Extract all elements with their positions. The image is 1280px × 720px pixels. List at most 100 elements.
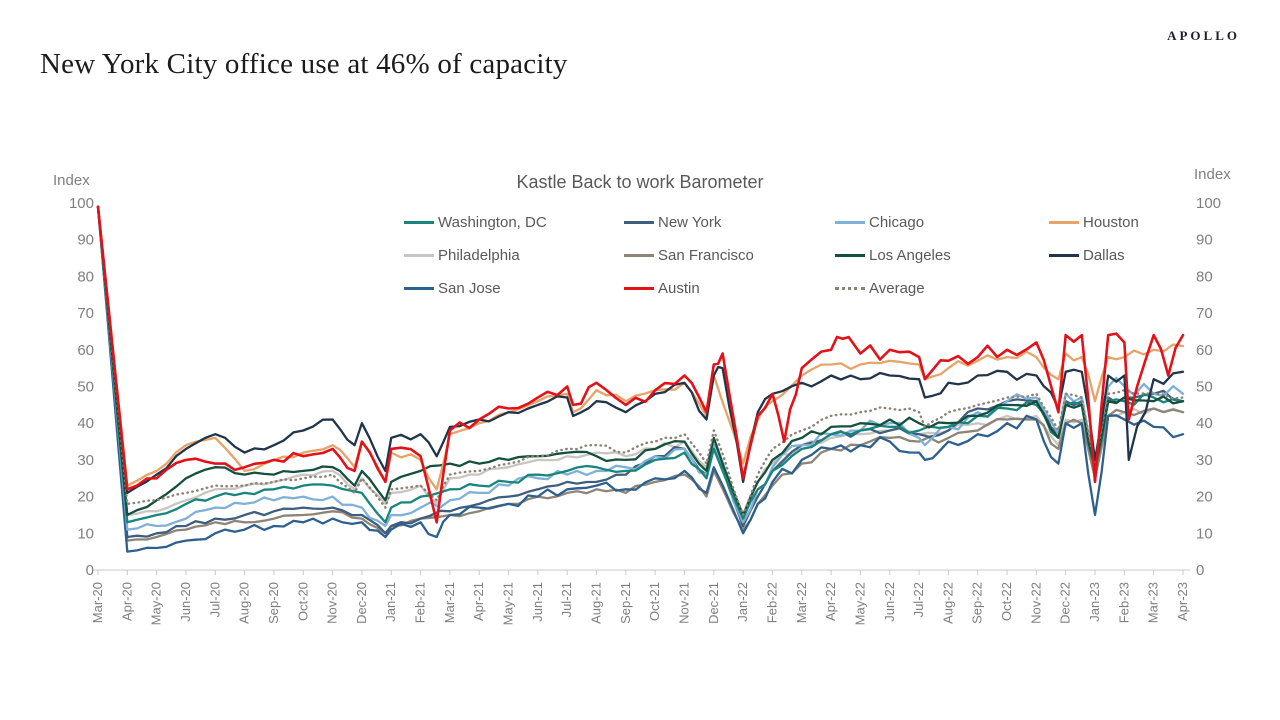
legend-item-dallas: Dallas (1049, 247, 1209, 264)
x-tick-label: Aug-22 (940, 582, 955, 624)
legend-swatch-new-york (624, 221, 654, 224)
y-tick-label-left: 10 (77, 525, 94, 542)
series-lines (96, 205, 1185, 553)
x-tick-label: Apr-22 (823, 582, 838, 621)
y-tick-label-left: 50 (77, 379, 94, 396)
legend-label-houston: Houston (1083, 214, 1139, 231)
x-tick-label: Jan-21 (383, 582, 398, 622)
x-tick-label: Jun-21 (530, 582, 545, 622)
legend-item-austin: Austin (624, 280, 835, 297)
legend-item-houston: Houston (1049, 214, 1209, 231)
y-axis: 0 0 10 10 20 20 30 30 40 40 50 50 60 60 70 70 80 80 90 90 10… (69, 195, 1221, 579)
page-title: New York City office use at 46% of capac… (40, 48, 568, 80)
legend-item-chicago: Chicago (835, 214, 1049, 231)
y-tick-label-left: 0 (86, 562, 94, 579)
y-tick-label-left: 70 (77, 305, 94, 322)
x-tick-label: Feb-23 (1116, 582, 1131, 623)
series-line-los-angeles (96, 205, 1185, 517)
legend-label-austin: Austin (658, 280, 700, 297)
x-tick-label: Oct-21 (647, 582, 662, 621)
legend-label-new-york: New York (658, 214, 722, 231)
legend-swatch-san-francisco (624, 254, 654, 257)
x-tick-label: Dec-21 (706, 582, 721, 624)
legend-swatch-austin (624, 287, 654, 290)
x-tick-label: Apr-21 (471, 582, 486, 621)
y-tick-label-left: 20 (77, 489, 94, 506)
legend-item-new-york: New York (624, 214, 835, 231)
y-tick-label-left: 80 (77, 268, 94, 285)
series-line-philadelphia (96, 205, 1185, 520)
x-tick-label: Jun-20 (178, 582, 193, 622)
y-tick-label-right: 70 (1196, 305, 1213, 322)
series-line-dallas (96, 205, 1185, 495)
x-tick-label: Jan-23 (1087, 582, 1102, 622)
legend-swatch-dallas (1049, 254, 1079, 257)
x-tick-label: Apr-20 (119, 582, 134, 621)
x-tick-label: Jan-22 (735, 582, 750, 622)
x-tick-label: Oct-20 (295, 582, 310, 621)
legend-swatch-average (835, 287, 865, 290)
y-tick-label-left: 30 (77, 452, 94, 469)
chart-legend: Washington, DC New York Chicago Houston Phil… (404, 214, 1209, 297)
chart-title: Kastle Back to work Barometer (516, 172, 764, 192)
y-tick-label-right: 40 (1196, 415, 1213, 432)
series-line-san-francisco (96, 205, 1185, 542)
y-tick-label-left: 60 (77, 342, 94, 359)
x-tick-label: Nov-21 (676, 582, 691, 624)
legend-label-san-jose: San Jose (438, 280, 501, 297)
series-line-washington-dc (96, 205, 1185, 524)
legend-item-los-angeles: Los Angeles (835, 247, 1049, 264)
x-tick-label: Jul-20 (207, 582, 222, 617)
y-tick-label-right: 0 (1196, 562, 1204, 579)
x-tick-label: Aug-21 (589, 582, 604, 624)
legend-label-washington-dc: Washington, DC (438, 214, 547, 231)
legend-swatch-houston (1049, 221, 1079, 224)
legend-item-philadelphia: Philadelphia (404, 247, 624, 264)
y-axis-unit-right: Index (1194, 166, 1231, 183)
legend-label-dallas: Dallas (1083, 247, 1125, 264)
series-line-new-york (96, 205, 1185, 539)
x-tick-label: Feb-21 (413, 582, 428, 623)
x-tick-label: Sep-20 (266, 582, 281, 624)
legend-swatch-philadelphia (404, 254, 434, 257)
legend-label-philadelphia: Philadelphia (438, 247, 520, 264)
x-tick-label: Dec-22 (1058, 582, 1073, 624)
y-tick-label-right: 10 (1196, 525, 1213, 542)
legend-item-average: Average (835, 280, 1049, 297)
y-axis-unit-left: Index (53, 172, 90, 189)
y-tick-label-right: 20 (1196, 489, 1213, 506)
x-tick-label: Sep-22 (970, 582, 985, 624)
series-line-san-jose (96, 205, 1185, 553)
x-tick-label: May-22 (852, 582, 867, 625)
x-tick-label: Apr-23 (1175, 582, 1190, 621)
x-tick-label: Oct-22 (999, 582, 1014, 621)
legend-item-washington-dc: Washington, DC (404, 214, 624, 231)
y-tick-label-right: 30 (1196, 452, 1213, 469)
x-tick-label: Dec-20 (354, 582, 369, 624)
legend-swatch-washington-dc (404, 221, 434, 224)
apollo-logo: APOLLO (1167, 28, 1240, 43)
series-line-houston (96, 205, 1185, 491)
x-tick-label: Mar-20 (90, 582, 105, 623)
y-tick-label-left: 90 (77, 232, 94, 249)
x-tick-label: Jun-22 (882, 582, 897, 622)
y-tick-label-right: 50 (1196, 379, 1213, 396)
legend-label-chicago: Chicago (869, 214, 925, 231)
x-tick-label: Mar-21 (442, 582, 457, 623)
x-tick-label: Sep-21 (618, 582, 633, 624)
y-tick-label-right: 60 (1196, 342, 1213, 359)
y-tick-label-left: 40 (77, 415, 94, 432)
x-tick-label: Jul-22 (911, 582, 926, 617)
y-tick-label-right: 90 (1196, 232, 1213, 249)
x-tick-label: Jul-21 (559, 582, 574, 617)
legend-swatch-chicago (835, 221, 865, 224)
x-tick-label: Mar-22 (794, 582, 809, 623)
legend-label-average: Average (869, 280, 925, 297)
legend-label-los-angeles: Los Angeles (869, 247, 951, 264)
x-tick-label: Nov-20 (325, 582, 340, 624)
x-tick-label: May-20 (149, 582, 164, 625)
x-tick-label: Nov-22 (1028, 582, 1043, 624)
legend-item-san-jose: San Jose (404, 280, 624, 297)
